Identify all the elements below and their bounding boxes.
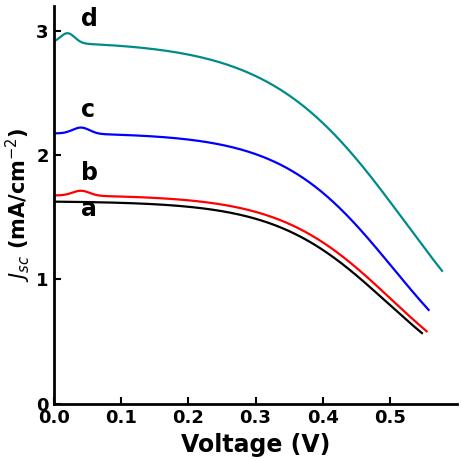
Text: b: b [81, 161, 98, 185]
Text: a: a [81, 197, 97, 221]
X-axis label: Voltage (V): Voltage (V) [181, 433, 330, 457]
Text: d: d [81, 7, 98, 31]
Y-axis label: $J_{sc}$ (mA/cm$^{-2}$): $J_{sc}$ (mA/cm$^{-2}$) [4, 128, 33, 282]
Text: c: c [81, 98, 95, 122]
